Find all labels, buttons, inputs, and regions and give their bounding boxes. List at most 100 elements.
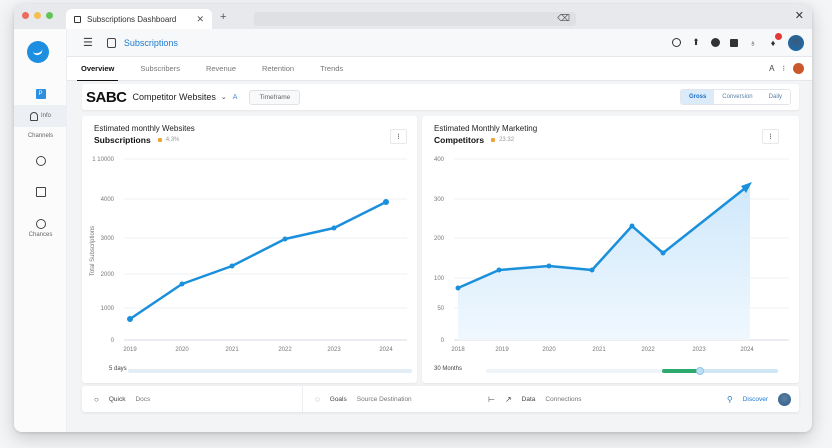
chart-menu-button[interactable]: ⁝ — [762, 129, 779, 144]
chart-menu-button[interactable]: ⁝ — [390, 129, 407, 144]
user-avatar[interactable] — [778, 392, 791, 406]
tab-revenue[interactable]: Revenue — [205, 63, 236, 73]
address-bar[interactable]: ⌫ — [254, 12, 576, 26]
tab-trends[interactable]: Trends — [320, 63, 344, 73]
timeframe-button[interactable]: Timeframe — [249, 89, 301, 105]
app-title: Subscriptions — [123, 37, 178, 48]
help-icon[interactable] — [711, 38, 720, 47]
font-size-icon[interactable]: A — [769, 64, 775, 73]
segment-gross[interactable]: Gross — [680, 90, 715, 104]
delta-value: 23.32 — [499, 137, 515, 143]
share-icon[interactable]: A — [232, 93, 238, 101]
subscriptions-line-chart: 1 10000 4000 3000 2000 1000 0 Total Subs… — [90, 157, 412, 373]
svg-text:2022: 2022 — [641, 347, 655, 353]
chart-title: Estimated Monthly Marketing — [434, 124, 538, 133]
sidebar-item-channels[interactable]: Channels — [27, 133, 54, 139]
secondary-avatar[interactable] — [793, 63, 804, 74]
subscriptions-chart-card: Estimated monthly Websites Subscriptions… — [82, 116, 417, 383]
app-logo[interactable] — [27, 41, 49, 63]
bottom-group-mid2: ⊢ ↗ Data Connections — [488, 395, 688, 404]
header-actions: ⬆ ♁ ♦ — [672, 32, 812, 51]
notifications-icon[interactable]: ♦ — [768, 32, 782, 48]
svg-text:0: 0 — [111, 338, 115, 344]
goals-link[interactable]: Goals — [329, 395, 347, 403]
sidebar-item-info[interactable]: Info — [14, 105, 67, 127]
quick-link[interactable]: Quick — [108, 395, 126, 403]
svg-text:2019: 2019 — [123, 347, 137, 353]
sidebar-item-chances[interactable]: Chances — [14, 215, 67, 241]
brand-label: SABC — [86, 88, 127, 106]
minimize-window-button[interactable] — [34, 12, 41, 19]
favicon-icon — [74, 15, 81, 23]
tab-retention[interactable]: Retention — [262, 63, 295, 73]
svg-text:50: 50 — [437, 306, 444, 312]
segment-conversion[interactable]: Conversion — [714, 90, 761, 104]
range-slider-handle — [696, 367, 704, 375]
chart-subtitle: Competitors 23.32 — [434, 135, 515, 145]
upload-icon[interactable]: ⬆ — [692, 37, 700, 47]
segment-daily[interactable]: Daily — [760, 90, 790, 104]
sidebar-item-clock[interactable] — [14, 153, 67, 169]
chevron-down-icon[interactable]: ⌄ — [220, 94, 227, 101]
svg-text:200: 200 — [434, 236, 445, 242]
svg-text:2023: 2023 — [692, 347, 706, 353]
filter-icon[interactable]: ⊢ — [488, 394, 495, 404]
tab-overview[interactable]: Overview — [76, 57, 119, 82]
svg-text:2021: 2021 — [592, 347, 606, 353]
close-window-button[interactable] — [22, 12, 29, 19]
discover-link[interactable]: Discover — [742, 395, 768, 403]
link-icon[interactable]: ↗ — [504, 394, 512, 404]
competitors-area-chart: 400 300 200 100 50 0 2018 2019 2020 2021… — [434, 157, 789, 375]
tab-subscribers[interactable]: Subscribers — [140, 63, 180, 73]
delta-value: 4.3% — [165, 137, 180, 143]
sidebar-item-dashboard[interactable]: P — [14, 83, 67, 105]
browser-tab[interactable]: Subscriptions Dashboard ✕ — [66, 9, 212, 29]
sidebar-item-documents[interactable] — [14, 184, 67, 200]
svg-text:1 10000: 1 10000 — [92, 157, 114, 163]
svg-text:3000: 3000 — [101, 236, 115, 242]
docs-link[interactable]: Docs — [135, 395, 151, 403]
close-tab-icon[interactable]: ✕ — [196, 13, 204, 24]
svg-text:2021: 2021 — [225, 347, 239, 353]
tab-title: Subscriptions Dashboard — [87, 14, 177, 24]
connections-link[interactable]: Connections — [545, 395, 582, 403]
close-icon[interactable]: ✕ — [794, 10, 804, 22]
search-circle-icon[interactable]: ○ — [94, 394, 99, 404]
bottom-group-right: ⚲ Discover — [726, 392, 799, 406]
main-content: SABC Competitor Websites ⌄ A Timeframe G… — [67, 81, 812, 432]
svg-text:0: 0 — [441, 338, 445, 344]
svg-text:2000: 2000 — [101, 272, 115, 278]
menu-icon[interactable]: ☰ — [83, 37, 93, 49]
svg-text:100: 100 — [434, 276, 445, 282]
document-icon — [35, 187, 46, 197]
svg-text:2024: 2024 — [379, 347, 393, 353]
browser-window: Subscriptions Dashboard ✕ + ⌫ ✕ P Info C… — [14, 4, 812, 432]
lightbulb-icon[interactable]: ♁ — [749, 37, 757, 48]
nav-actions: A ⁝ — [769, 63, 812, 74]
goal-icon[interactable]: ◌ — [315, 394, 320, 404]
calendar-icon[interactable] — [730, 38, 738, 47]
dashboard-gauge-icon[interactable] — [672, 38, 681, 47]
sidebar: P Info Channels Chances — [14, 29, 67, 432]
bottom-group-left: ○ Quick Docs — [82, 395, 302, 404]
trend-icon — [491, 138, 496, 142]
workspace-selector[interactable]: Competitor Websites — [132, 92, 216, 102]
svg-text:4000: 4000 — [101, 197, 115, 203]
nav-tabs: Overview Subscribers Revenue Retention T… — [67, 57, 812, 82]
notification-badge — [775, 32, 782, 40]
trend-icon — [157, 138, 162, 142]
source-link[interactable]: Source Destination — [356, 395, 412, 403]
search-icon[interactable]: ⚲ — [726, 394, 733, 404]
chart-subtitle: Subscriptions 4.3% — [94, 135, 180, 145]
new-tab-button[interactable]: + — [220, 11, 227, 23]
more-icon[interactable]: ⁝ — [782, 64, 785, 73]
chart-title: Estimated monthly Websites — [94, 124, 195, 133]
user-avatar[interactable] — [788, 34, 804, 51]
svg-text:2023: 2023 — [327, 347, 341, 353]
svg-text:1000: 1000 — [101, 306, 115, 312]
svg-text:2022: 2022 — [278, 347, 292, 353]
maximize-window-button[interactable] — [46, 12, 53, 19]
clear-url-icon[interactable]: ⌫ — [557, 13, 570, 23]
bell-icon — [29, 111, 38, 121]
data-link[interactable]: Data — [521, 395, 536, 403]
